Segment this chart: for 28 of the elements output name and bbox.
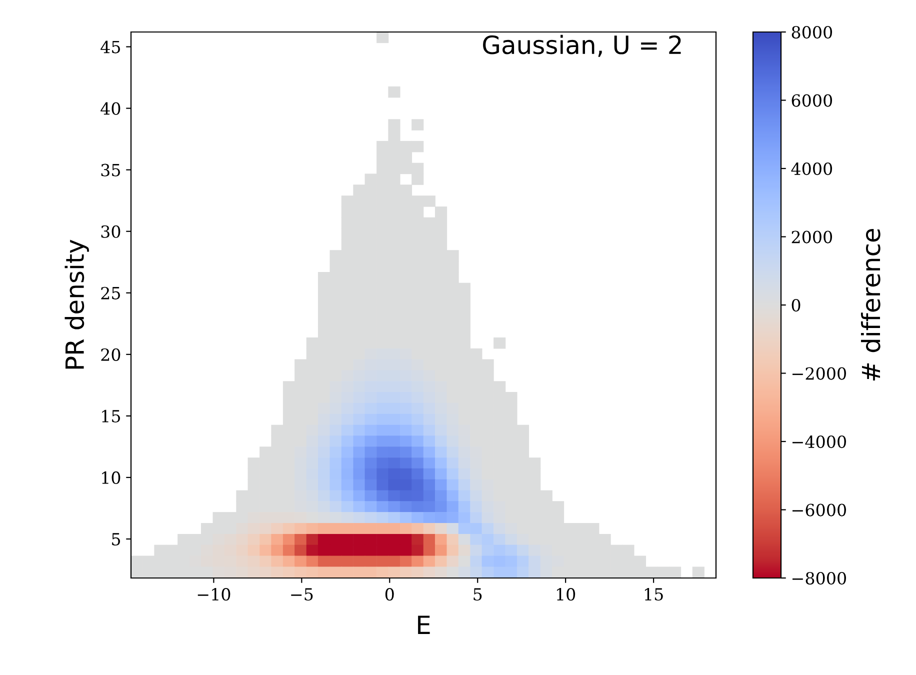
x-tick-label: 5 — [474, 588, 482, 601]
y-axis-title: PR density — [64, 240, 89, 369]
y-tick-label: 45 — [100, 40, 120, 54]
color-bar-label: 2000 — [792, 230, 832, 244]
x-axis-title: E — [418, 616, 430, 634]
x-tick-label: 0 — [385, 588, 394, 601]
color-bar-title: # difference — [860, 228, 880, 380]
y-tick-label: 15 — [102, 410, 120, 423]
x-tick-label: 15 — [644, 588, 663, 601]
y-tick-label: 10 — [102, 471, 120, 484]
y-tick-label: 30 — [101, 225, 120, 238]
color-bar-label: 8000 — [792, 26, 832, 39]
color-bar-label: −8000 — [792, 572, 846, 585]
y-tick-label: 40 — [100, 102, 120, 115]
y-tick-label: 35 — [101, 164, 120, 176]
x-tick-label: 10 — [557, 588, 576, 601]
color-bar-label: 4000 — [791, 162, 832, 176]
color-bar-label: −4000 — [792, 435, 846, 448]
y-tick-label: 25 — [101, 286, 120, 300]
x-tick-label: −10 — [198, 588, 230, 601]
annotation: Gaussian, U = 2 — [483, 34, 681, 57]
color-bar-label: −6000 — [792, 504, 846, 516]
color-bar-label: −2000 — [792, 367, 846, 380]
y-tick-label: 5 — [112, 533, 120, 546]
color-bar-label: 6000 — [792, 94, 832, 107]
x-tick-label: −5 — [291, 588, 313, 601]
y-tick-label: 20 — [101, 348, 120, 361]
color-bar-label: 0 — [792, 298, 800, 312]
